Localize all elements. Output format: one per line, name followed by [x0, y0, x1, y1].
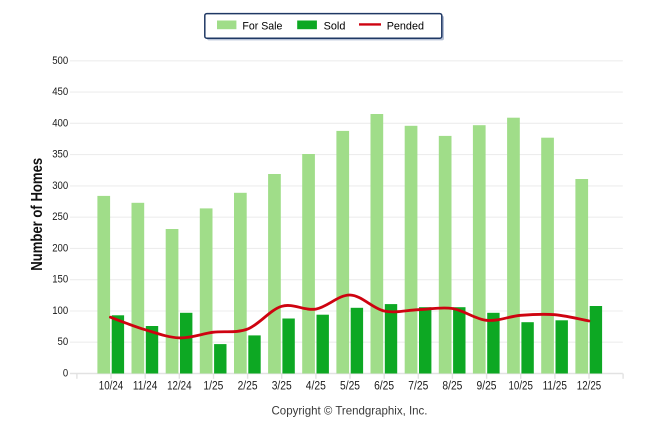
svg-text:10/24: 10/24 [99, 381, 124, 393]
svg-text:300: 300 [52, 180, 68, 192]
svg-text:For Sale: For Sale [242, 20, 282, 32]
svg-text:9/25: 9/25 [477, 381, 497, 393]
svg-text:400: 400 [52, 117, 68, 129]
svg-text:2/25: 2/25 [238, 381, 258, 393]
svg-text:8/25: 8/25 [442, 381, 462, 393]
svg-text:Sold: Sold [324, 20, 346, 32]
svg-text:4/25: 4/25 [306, 381, 326, 393]
svg-text:12/25: 12/25 [577, 381, 601, 393]
svg-text:7/25: 7/25 [408, 381, 428, 393]
svg-text:10/25: 10/25 [509, 381, 533, 393]
svg-text:0: 0 [63, 368, 68, 380]
svg-text:350: 350 [52, 149, 68, 161]
svg-text:250: 250 [52, 211, 68, 223]
svg-text:12/24: 12/24 [167, 381, 192, 393]
svg-text:Pended: Pended [387, 20, 424, 32]
svg-text:6/25: 6/25 [374, 381, 394, 393]
svg-text:Number of Homes: Number of Homes [29, 158, 46, 271]
svg-text:50: 50 [58, 336, 69, 348]
svg-text:450: 450 [52, 86, 68, 98]
svg-text:500: 500 [52, 55, 68, 67]
svg-text:11/24: 11/24 [133, 381, 158, 393]
svg-text:3/25: 3/25 [272, 381, 292, 393]
svg-text:11/25: 11/25 [543, 381, 567, 393]
svg-text:200: 200 [52, 242, 68, 254]
svg-text:5/25: 5/25 [340, 381, 360, 393]
svg-text:100: 100 [52, 305, 68, 317]
svg-text:1/25: 1/25 [203, 381, 223, 393]
svg-text:Copyright © Trendgraphix, Inc.: Copyright © Trendgraphix, Inc. [272, 404, 428, 418]
svg-text:150: 150 [52, 274, 68, 286]
